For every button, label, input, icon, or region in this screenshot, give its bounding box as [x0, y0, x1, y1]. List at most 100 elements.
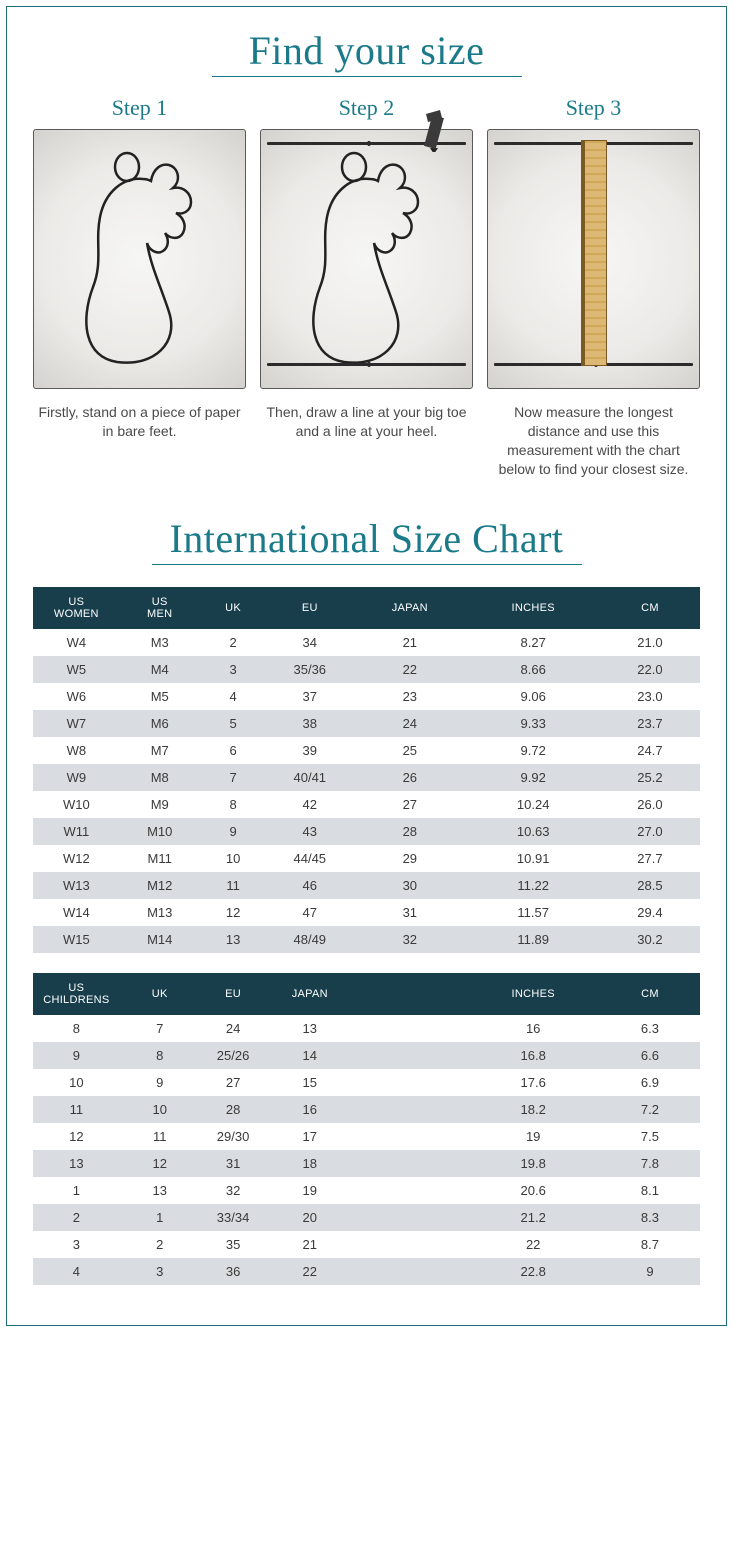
table-row: W14M1312473111.5729.4 [33, 899, 700, 926]
adult-cell: M8 [120, 764, 200, 791]
child-cell: 35 [200, 1231, 267, 1258]
adult-cell: W15 [33, 926, 120, 953]
adult-cell: 25 [353, 737, 466, 764]
adult-cell: 27.7 [600, 845, 700, 872]
adult-cell: 6 [200, 737, 267, 764]
child-col-header: USCHILDRENS [33, 973, 120, 1015]
adult-col-header: INCHES [467, 587, 600, 629]
adult-size-table: USWOMENUSMENUKEUJAPANINCHESCM W4M3234218… [33, 587, 700, 953]
child-cell: 3 [120, 1258, 200, 1285]
adult-cell: W13 [33, 872, 120, 899]
adult-cell: 23.7 [600, 710, 700, 737]
child-cell [353, 1042, 466, 1069]
adult-col-header: USMEN [120, 587, 200, 629]
adult-cell: 30 [353, 872, 466, 899]
adult-cell: 34 [266, 629, 353, 656]
child-col-header: JAPAN [266, 973, 353, 1015]
table-row: W6M5437239.0623.0 [33, 683, 700, 710]
adult-col-header: EU [266, 587, 353, 629]
child-cell: 16 [266, 1096, 353, 1123]
child-cell: 31 [200, 1150, 267, 1177]
adult-cell: 10.63 [467, 818, 600, 845]
step-1-illustration [33, 129, 246, 389]
adult-cell: 3 [200, 656, 267, 683]
child-col-header: EU [200, 973, 267, 1015]
table-row: W4M3234218.2721.0 [33, 629, 700, 656]
child-cell: 27 [200, 1069, 267, 1096]
child-cell: 22.8 [467, 1258, 600, 1285]
foot-icon [65, 147, 215, 372]
child-cell: 11 [33, 1096, 120, 1123]
child-cell: 10 [33, 1069, 120, 1096]
adult-cell: 28 [353, 818, 466, 845]
step-1-title: Step 1 [33, 95, 246, 121]
child-size-table-wrap: USCHILDRENSUKEUJAPANINCHESCM 872413166.3… [33, 973, 700, 1285]
child-cell: 2 [33, 1204, 120, 1231]
adult-cell: W6 [33, 683, 120, 710]
table-row: 1110281618.27.2 [33, 1096, 700, 1123]
child-cell: 32 [200, 1177, 267, 1204]
adult-cell: W5 [33, 656, 120, 683]
child-cell: 4 [33, 1258, 120, 1285]
adult-cell: 8 [200, 791, 267, 818]
adult-cell: 11.57 [467, 899, 600, 926]
table-row: 872413166.3 [33, 1015, 700, 1042]
adult-cell: M6 [120, 710, 200, 737]
child-cell: 6.6 [600, 1042, 700, 1069]
child-col-header: INCHES [467, 973, 600, 1015]
adult-cell: 31 [353, 899, 466, 926]
adult-cell: 39 [266, 737, 353, 764]
table-row: 9825/261416.86.6 [33, 1042, 700, 1069]
adult-cell: 13 [200, 926, 267, 953]
child-cell: 7.5 [600, 1123, 700, 1150]
child-cell: 15 [266, 1069, 353, 1096]
child-size-table: USCHILDRENSUKEUJAPANINCHESCM 872413166.3… [33, 973, 700, 1285]
adult-cell: M12 [120, 872, 200, 899]
adult-cell: 30.2 [600, 926, 700, 953]
adult-cell: 48/49 [266, 926, 353, 953]
table-row: W13M1211463011.2228.5 [33, 872, 700, 899]
child-cell: 25/26 [200, 1042, 267, 1069]
child-cell: 7.8 [600, 1150, 700, 1177]
child-cell: 12 [120, 1150, 200, 1177]
foot-icon [292, 147, 442, 372]
child-cell: 8.7 [600, 1231, 700, 1258]
title-underline [212, 76, 522, 77]
child-col-header: UK [120, 973, 200, 1015]
adult-cell: M11 [120, 845, 200, 872]
adult-cell: 9.33 [467, 710, 600, 737]
adult-cell: 8.66 [467, 656, 600, 683]
step-2-caption: Then, draw a line at your big toe and a … [260, 403, 473, 441]
child-cell: 14 [266, 1042, 353, 1069]
table-row: W7M6538249.3323.7 [33, 710, 700, 737]
find-size-title: Find your size [33, 27, 700, 74]
adult-cell: W9 [33, 764, 120, 791]
adult-cell: 32 [353, 926, 466, 953]
pencil-icon [420, 108, 454, 152]
table-row: W10M98422710.2426.0 [33, 791, 700, 818]
adult-cell: W4 [33, 629, 120, 656]
size-chart-document: Find your size Step 1 Firstly, stand on … [6, 6, 727, 1326]
adult-cell: W14 [33, 899, 120, 926]
table-row: W15M141348/493211.8930.2 [33, 926, 700, 953]
child-cell: 16 [467, 1015, 600, 1042]
table-row: 43362222.89 [33, 1258, 700, 1285]
adult-cell: 24 [353, 710, 466, 737]
child-cell: 18.2 [467, 1096, 600, 1123]
child-cell [353, 1096, 466, 1123]
child-cell: 19 [266, 1177, 353, 1204]
adult-cell: W10 [33, 791, 120, 818]
adult-cell: 9 [200, 818, 267, 845]
child-cell: 10 [120, 1096, 200, 1123]
table-row: W12M111044/452910.9127.7 [33, 845, 700, 872]
child-cell: 33/34 [200, 1204, 267, 1231]
child-cell: 12 [33, 1123, 120, 1150]
child-cell [353, 1150, 466, 1177]
adult-col-header: JAPAN [353, 587, 466, 629]
adult-cell: 27 [353, 791, 466, 818]
adult-cell: 26.0 [600, 791, 700, 818]
adult-cell: 27.0 [600, 818, 700, 845]
adult-cell: 2 [200, 629, 267, 656]
child-cell: 8.3 [600, 1204, 700, 1231]
child-cell: 8.1 [600, 1177, 700, 1204]
